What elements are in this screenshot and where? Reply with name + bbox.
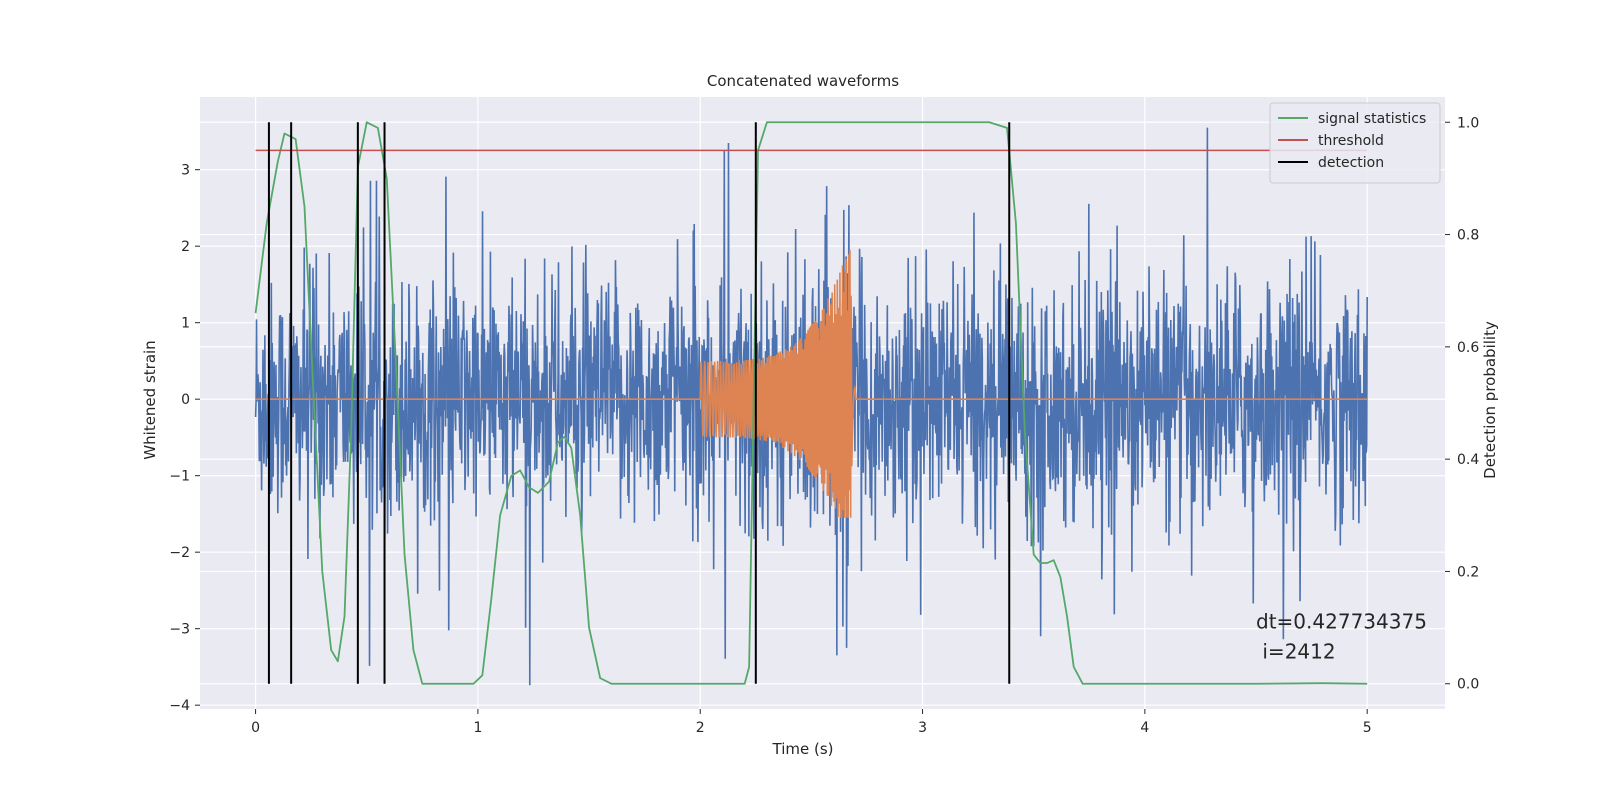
- y2-tick-label: 0.6: [1457, 340, 1479, 356]
- x-axis-label: Time (s): [772, 740, 834, 758]
- legend: signal statistics threshold detection: [1269, 102, 1441, 184]
- y-tick-label: 0: [181, 392, 190, 408]
- y2-tick-label: 0.0: [1457, 677, 1479, 693]
- y-tick-label: 3: [181, 163, 190, 179]
- annotation-text: dt=0.427734375: [1256, 610, 1427, 634]
- legend-box: [1269, 102, 1441, 184]
- secondary-y-axis-label: Detection probability: [1481, 321, 1499, 479]
- y2-tick-label: 0.2: [1457, 564, 1479, 580]
- annotation-text: i=2412: [1256, 640, 1336, 664]
- x-tick-label: 0: [251, 720, 260, 736]
- y-tick-label: −2: [169, 545, 190, 561]
- x-tick-label: 3: [918, 720, 927, 736]
- signal-statistics-line: [254, 121, 1368, 685]
- legend-label: detection: [1318, 155, 1384, 171]
- y-tick-label: −4: [169, 698, 190, 714]
- y2-tick-label: 1.0: [1457, 115, 1479, 131]
- y-tick-label: 1: [181, 316, 190, 332]
- y2-tick-label: 0.4: [1457, 452, 1479, 468]
- x-tick-label: 5: [1363, 720, 1372, 736]
- x-tick-label: 4: [1140, 720, 1149, 736]
- x-tick-label: 1: [473, 720, 482, 736]
- y-tick-label: 2: [181, 239, 190, 255]
- y-tick-label: −3: [169, 622, 190, 638]
- plot-area: 0 1 2 3 4 5 −4 −3 −2 −1 0 1 2 3 0.0 0.2 0.4 0.6 0.8 1.0 dt=0…: [169, 97, 1479, 736]
- y2-tick-label: 0.8: [1457, 228, 1479, 244]
- legend-label: threshold: [1318, 133, 1384, 149]
- y-tick-label: −1: [169, 469, 190, 485]
- legend-label: signal statistics: [1318, 111, 1426, 127]
- chart-title: Concatenated waveforms: [707, 72, 899, 90]
- y-axis-label: Whitened strain: [141, 340, 159, 459]
- chirp-series-line: [255, 249, 1368, 518]
- x-tick-label: 2: [696, 720, 705, 736]
